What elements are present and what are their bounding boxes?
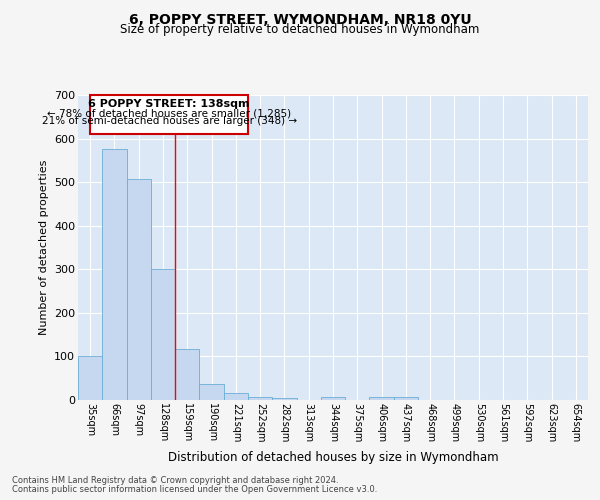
Bar	[248, 396, 272, 400]
X-axis label: Distribution of detached houses by size in Wymondham: Distribution of detached houses by size …	[167, 450, 499, 464]
Bar	[272, 398, 296, 400]
Bar	[127, 179, 151, 400]
Text: 21% of semi-detached houses are larger (348) →: 21% of semi-detached houses are larger (…	[41, 116, 296, 126]
Bar	[199, 384, 224, 400]
Bar	[175, 348, 199, 400]
FancyBboxPatch shape	[90, 95, 248, 134]
Text: 6 POPPY STREET: 138sqm: 6 POPPY STREET: 138sqm	[88, 99, 250, 109]
Bar	[394, 396, 418, 400]
Bar	[321, 396, 345, 400]
Text: ← 78% of detached houses are smaller (1,285): ← 78% of detached houses are smaller (1,…	[47, 108, 291, 118]
Text: 6, POPPY STREET, WYMONDHAM, NR18 0YU: 6, POPPY STREET, WYMONDHAM, NR18 0YU	[128, 12, 472, 26]
Text: Size of property relative to detached houses in Wymondham: Size of property relative to detached ho…	[121, 22, 479, 36]
Bar	[224, 394, 248, 400]
Bar	[102, 150, 127, 400]
Text: Contains HM Land Registry data © Crown copyright and database right 2024.: Contains HM Land Registry data © Crown c…	[12, 476, 338, 485]
Bar	[151, 270, 175, 400]
Bar	[370, 396, 394, 400]
Text: Contains public sector information licensed under the Open Government Licence v3: Contains public sector information licen…	[12, 485, 377, 494]
Y-axis label: Number of detached properties: Number of detached properties	[38, 160, 49, 335]
Bar	[78, 356, 102, 400]
